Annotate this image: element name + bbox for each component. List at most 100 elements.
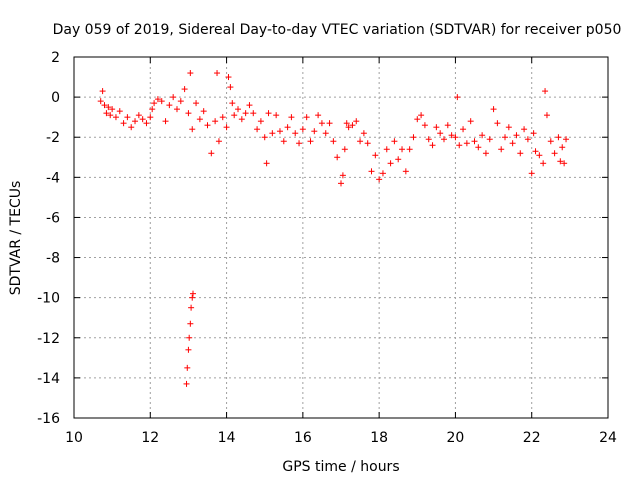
- data-point: [437, 130, 444, 137]
- data-point: [509, 140, 516, 147]
- data-point: [107, 112, 114, 119]
- data-point: [563, 136, 570, 143]
- data-point: [383, 146, 390, 153]
- data-point: [444, 122, 451, 129]
- data-point: [517, 150, 524, 157]
- y-tick-labels: 2 0 -2 -4 -6 -8 -10 -12 -14 -16: [37, 50, 60, 427]
- data-point: [190, 290, 197, 297]
- data-point: [418, 112, 425, 119]
- data-point: [265, 110, 272, 117]
- data-point: [551, 150, 558, 157]
- x-tick-label: 18: [370, 430, 388, 446]
- data-point: [540, 160, 547, 167]
- data-point: [364, 140, 371, 147]
- data-point: [120, 120, 127, 127]
- data-point: [263, 160, 270, 167]
- data-point: [402, 168, 409, 175]
- x-tick-labels: 10 12 14 16 18 20 22 24: [65, 430, 617, 446]
- data-point: [284, 124, 291, 131]
- data-point: [475, 144, 482, 151]
- data-point: [368, 168, 375, 175]
- data-point: [452, 134, 459, 141]
- data-point: [254, 126, 261, 133]
- y-tick-label: -8: [46, 251, 60, 267]
- data-point: [132, 118, 139, 125]
- data-point: [460, 126, 467, 133]
- data-point: [139, 116, 146, 123]
- x-tick-label: 16: [294, 430, 312, 446]
- data-point: [530, 130, 537, 137]
- y-tick-label: 0: [51, 90, 60, 106]
- data-point: [276, 128, 283, 135]
- data-point: [280, 138, 287, 145]
- data-point: [183, 380, 190, 387]
- data-point: [212, 118, 219, 125]
- data-point: [214, 70, 221, 77]
- data-point: [440, 136, 447, 143]
- data-point: [399, 146, 406, 153]
- data-point: [326, 120, 333, 127]
- y-tick-label: 2: [51, 50, 60, 66]
- data-point: [376, 176, 383, 183]
- data-point: [528, 170, 535, 177]
- data-point: [429, 142, 436, 149]
- data-point: [349, 122, 356, 129]
- data-point: [229, 100, 236, 107]
- data-point: [292, 130, 299, 137]
- data-point: [521, 126, 528, 133]
- grid-lines: [74, 57, 608, 418]
- data-point: [112, 114, 119, 121]
- data-point: [307, 138, 314, 145]
- data-point: [559, 144, 566, 151]
- data-point: [486, 136, 493, 143]
- data-point: [555, 134, 562, 141]
- data-point: [257, 118, 264, 125]
- data-points: [97, 70, 570, 387]
- chart-title: Day 059 of 2019, Sidereal Day-to-day VTE…: [53, 22, 622, 38]
- data-point: [345, 124, 352, 131]
- data-point: [502, 134, 509, 141]
- data-point: [315, 112, 322, 119]
- data-point: [547, 138, 554, 145]
- data-point: [166, 102, 173, 109]
- y-axis-label: SDTVAR / TECUs: [8, 181, 24, 296]
- data-point: [227, 84, 234, 91]
- data-point: [116, 108, 123, 115]
- data-point: [269, 130, 276, 137]
- data-point: [170, 94, 177, 101]
- data-point: [208, 150, 215, 157]
- data-point: [124, 114, 131, 121]
- data-point: [532, 148, 539, 155]
- y-tick-label: -12: [37, 331, 60, 347]
- data-point: [177, 98, 184, 105]
- data-point: [200, 108, 207, 115]
- data-point: [395, 156, 402, 163]
- data-point: [471, 138, 478, 145]
- data-point: [425, 136, 432, 143]
- data-point: [406, 146, 413, 153]
- x-tick-label: 10: [65, 430, 83, 446]
- data-point: [238, 116, 245, 123]
- y-tick-label: -14: [37, 371, 60, 387]
- data-point: [147, 114, 154, 121]
- data-point: [184, 364, 191, 371]
- data-point: [288, 114, 295, 121]
- data-point: [318, 120, 325, 127]
- data-point: [311, 128, 318, 135]
- y-tick-label: -4: [46, 170, 60, 186]
- data-point: [225, 74, 232, 81]
- data-point: [242, 110, 249, 117]
- data-point: [143, 120, 150, 127]
- data-point: [187, 70, 194, 77]
- data-point: [303, 114, 310, 121]
- data-point: [421, 122, 428, 129]
- data-point: [154, 96, 161, 103]
- data-point: [97, 98, 104, 105]
- data-point: [448, 132, 455, 139]
- x-tick-label: 12: [141, 430, 159, 446]
- data-point: [185, 110, 192, 117]
- data-point: [299, 126, 306, 133]
- data-point: [105, 104, 112, 111]
- data-point: [494, 120, 501, 127]
